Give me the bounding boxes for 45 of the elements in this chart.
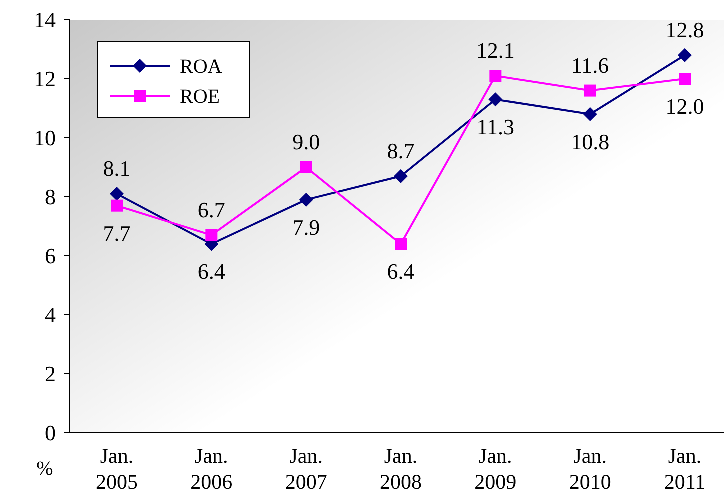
x-tick-label: Jan. 2011 xyxy=(664,444,706,494)
point xyxy=(395,238,407,250)
x-tick-label: Jan. 2006 xyxy=(190,444,233,494)
point xyxy=(488,92,503,107)
point xyxy=(490,70,502,82)
data-label: 7.9 xyxy=(292,214,320,240)
x-tick-label: Jan. 2008 xyxy=(380,444,422,494)
point xyxy=(299,192,314,207)
x-tick-label: Jan. 2005 xyxy=(96,444,138,494)
data-label: 9.0 xyxy=(292,130,320,154)
data-label: 6.4 xyxy=(198,259,226,284)
point xyxy=(678,48,692,62)
data-label: 8.7 xyxy=(387,138,415,164)
y-tick-label: 12 xyxy=(34,66,56,92)
point xyxy=(583,107,598,122)
data-label: 10.8 xyxy=(571,129,610,154)
data-label: 6.7 xyxy=(198,197,226,222)
point xyxy=(584,84,596,97)
data-label: 6.4 xyxy=(387,259,415,284)
y-tick-label: 6 xyxy=(45,244,56,269)
y-tick-label: 14 xyxy=(34,8,56,33)
x-tick-label: Jan. 2010 xyxy=(569,444,612,494)
y-axis-title: % xyxy=(36,458,54,480)
data-label: 12.1 xyxy=(476,38,515,64)
x-tick-label: Jan. 2007 xyxy=(285,444,328,494)
y-tick-label: 2 xyxy=(45,362,56,387)
point xyxy=(300,162,312,174)
point xyxy=(206,229,218,242)
data-label: 8.1 xyxy=(103,156,131,182)
y-tick-label: 10 xyxy=(34,126,56,151)
x-tick-label: Jan. 2009 xyxy=(474,444,517,494)
legend-label: ROE xyxy=(180,86,220,108)
y-tick-label: 0 xyxy=(45,420,56,446)
point xyxy=(394,169,408,184)
data-label: 7.7 xyxy=(103,220,131,246)
data-label: 12.0 xyxy=(666,94,704,119)
y-tick-label: 8 xyxy=(45,184,56,210)
point xyxy=(110,187,124,202)
data-label: 11.6 xyxy=(571,52,610,78)
y-tick-label: 4 xyxy=(45,302,56,328)
data-label: 11.3 xyxy=(476,114,515,140)
legend-label: ROA xyxy=(180,56,223,78)
point xyxy=(111,200,123,212)
data-label: 12.8 xyxy=(666,17,704,42)
point xyxy=(679,73,691,85)
